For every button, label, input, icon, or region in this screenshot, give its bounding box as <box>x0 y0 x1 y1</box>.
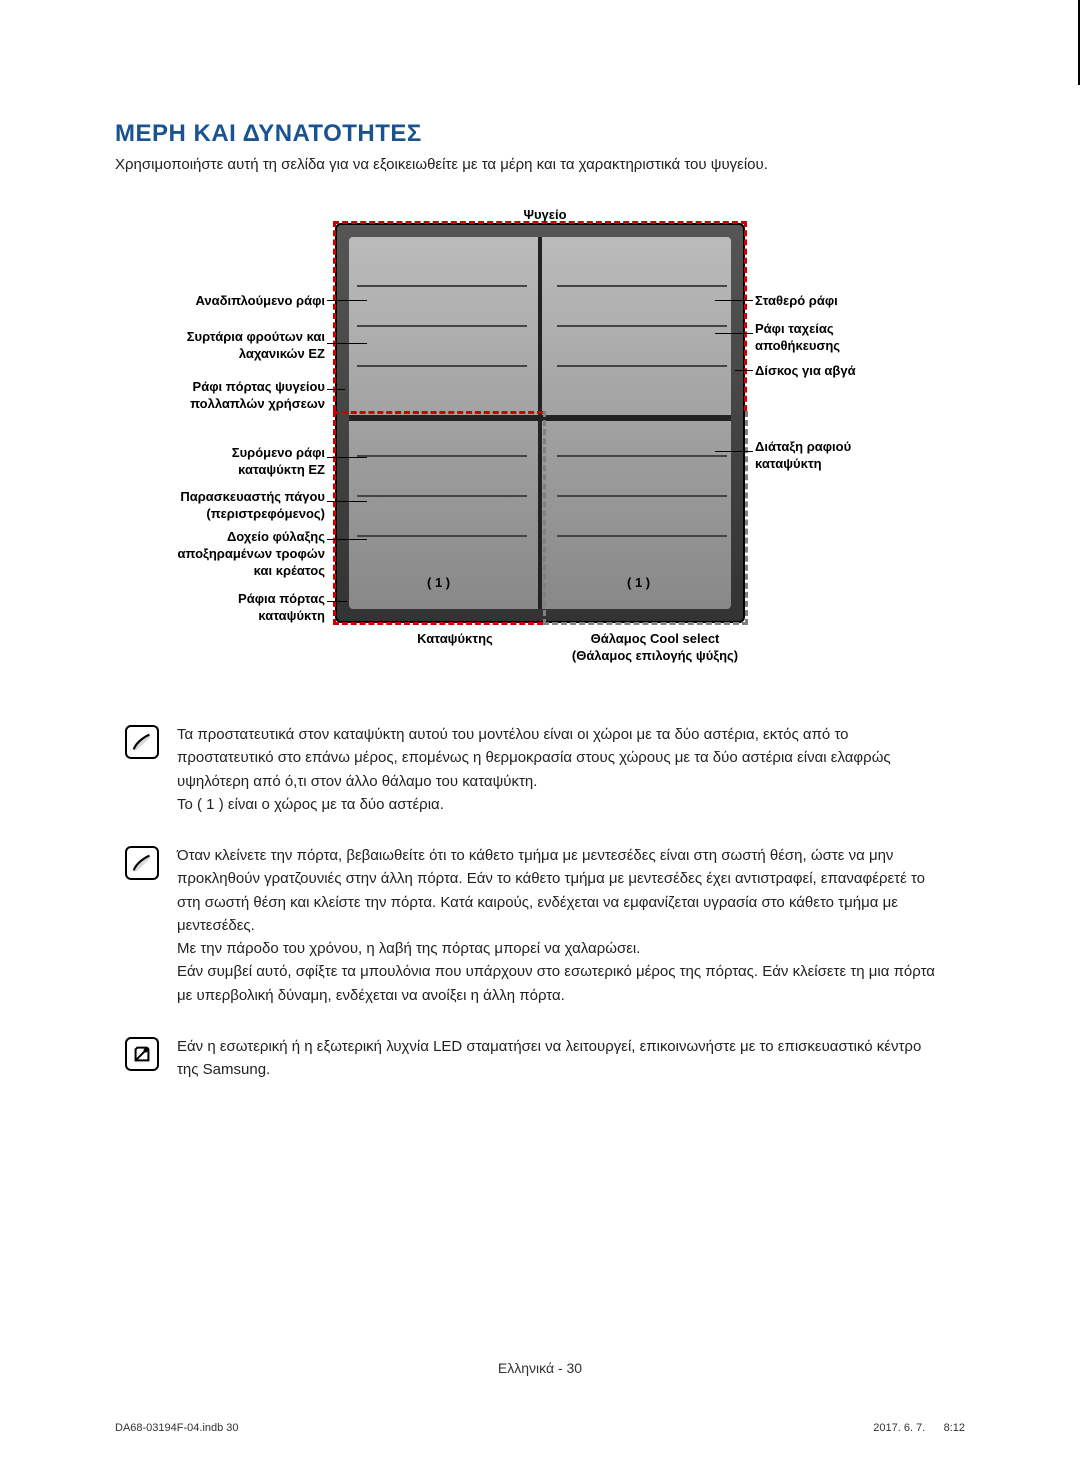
callout-right: Σταθερό ράφι <box>755 293 838 310</box>
label-coolselect-bottom: Θάλαμος Cool select (Θάλαμος επιλογής ψύ… <box>555 631 755 665</box>
do-not-icon <box>125 1037 159 1071</box>
callout-text: Διάταξη ραφιού <box>755 439 851 454</box>
leader-line <box>327 343 367 344</box>
leader-line <box>327 539 367 540</box>
callout-text: καταψύκτη EZ <box>238 462 325 477</box>
note-text: Εάν η εσωτερική ή η εξωτερική λυχνία LED… <box>177 1035 945 1082</box>
note-text: Τα προστατευτικά στον καταψύκτη αυτού το… <box>177 723 945 816</box>
leader-line <box>715 333 753 334</box>
leader-line <box>735 370 753 371</box>
leader-line <box>327 300 367 301</box>
callout-text: πολλαπλών χρήσεων <box>190 396 325 411</box>
page-number: Ελληνικά - 30 <box>0 1360 1080 1376</box>
callout-left: Συρόμενο ράφι καταψύκτη EZ <box>232 445 325 479</box>
leader-line <box>715 451 753 452</box>
footer-timestamp: 2017. 6. 7. 8:12 <box>873 1422 965 1434</box>
callout-text: Δοχείο φύλαξης <box>227 529 325 544</box>
leader-line <box>327 501 367 502</box>
callout-text: καταψύκτη <box>755 456 822 471</box>
callout-text: καταψύκτη <box>258 608 325 623</box>
callout-right: Ράφι ταχείας αποθήκευσης <box>755 321 840 355</box>
callout-text: Ράφια πόρτας <box>238 591 325 606</box>
callout-left: Συρτάρια φρούτων και λαχανικών EZ <box>187 329 325 363</box>
document-page: ΜΕΡΗ ΚΑΙ ΔΥΝΑΤΟΤΗΤΕΣ Χρησιμοποιήστε αυτή… <box>0 0 1080 1472</box>
note-block: Τα προστατευτικά στον καταψύκτη αυτού το… <box>125 723 965 816</box>
leader-line <box>327 601 347 602</box>
note-text: Όταν κλείνετε την πόρτα, βεβαιωθείτε ότι… <box>177 844 945 1007</box>
footer-file-ref: DA68-03194F-04.indb 30 <box>115 1422 239 1434</box>
section-heading: ΜΕΡΗ ΚΑΙ ΔΥΝΑΤΟΤΗΤΕΣ <box>115 120 965 148</box>
callout-right: Διάταξη ραφιού καταψύκτη <box>755 439 851 473</box>
fridge-diagram: ( 1 ) ( 1 ) Ψυγείο Αναδιπλούμενο ράφι Συ… <box>115 213 965 683</box>
callout-right: Δίσκος για αβγά <box>755 363 856 380</box>
dashed-region-fridge <box>333 221 747 411</box>
callout-text: Παρασκευαστής πάγου <box>180 489 325 504</box>
dashed-region-freezer <box>333 411 543 625</box>
callout-text: Συρόμενο ράφι <box>232 445 325 460</box>
note-icon <box>125 725 159 759</box>
callout-text: Ράφι ταχείας <box>755 321 834 336</box>
callout-text: Ράφι πόρτας ψυγείου <box>193 379 325 394</box>
label-fridge-top: Ψυγείο <box>495 207 595 222</box>
callout-left: Αναδιπλούμενο ράφι <box>195 293 325 310</box>
callout-text: λαχανικών EZ <box>239 346 325 361</box>
callout-text: αποθήκευσης <box>755 338 840 353</box>
callout-text: (περιστρεφόμενος) <box>206 506 325 521</box>
callout-text: και κρέατος <box>254 563 325 578</box>
note-block: Εάν η εσωτερική ή η εξωτερική λυχνία LED… <box>125 1035 965 1082</box>
callout-left: Ράφια πόρτας καταψύκτη <box>238 591 325 625</box>
leader-line <box>327 389 345 390</box>
callout-text: αποξηραμένων τροφών <box>178 546 325 561</box>
note-icon <box>125 846 159 880</box>
callout-text: Συρτάρια φρούτων και <box>187 329 325 344</box>
callout-text: Θάλαμος Cool select <box>591 631 720 646</box>
note-block: Όταν κλείνετε την πόρτα, βεβαιωθείτε ότι… <box>125 844 965 1007</box>
leader-line <box>327 457 367 458</box>
callout-left: Δοχείο φύλαξης αποξηραμένων τροφών και κ… <box>178 529 325 580</box>
intro-paragraph: Χρησιμοποιήστε αυτή τη σελίδα για να εξο… <box>115 156 965 173</box>
label-freezer-bottom: Καταψύκτης <box>385 631 525 648</box>
callout-left: Ράφι πόρτας ψυγείου πολλαπλών χρήσεων <box>190 379 325 413</box>
dashed-region-coolselect <box>543 411 748 625</box>
leader-line <box>715 300 753 301</box>
callout-text: (Θάλαμος επιλογής ψύξης) <box>572 648 738 663</box>
callout-left: Παρασκευαστής πάγου (περιστρεφόμενος) <box>180 489 325 523</box>
